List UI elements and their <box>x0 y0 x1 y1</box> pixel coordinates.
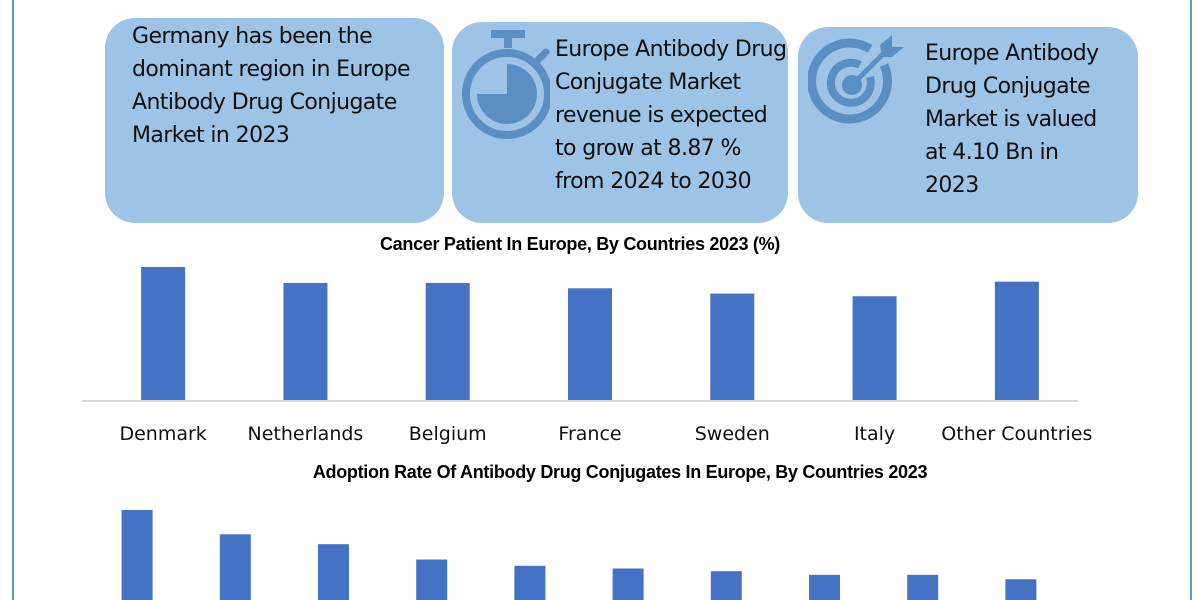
bar-adoption-1 <box>121 510 153 600</box>
bar-adoption-5 <box>514 565 546 600</box>
card-text: Europe Antibody Drug Conjugate Market re… <box>555 33 795 198</box>
bar-adoption-10 <box>1005 579 1037 600</box>
x-tick-label: Sweden <box>695 423 770 445</box>
card-line: 2023 <box>925 173 979 198</box>
bar-france <box>568 288 612 400</box>
card-text: Europe Antibody Drug Conjugate Market is… <box>925 37 1135 202</box>
x-tick-label: Other Countries <box>941 423 1092 445</box>
x-tick-label: France <box>558 423 621 445</box>
bar-netherlands <box>283 282 328 400</box>
bar-adoption-6 <box>612 568 644 600</box>
card-line: Europe Antibody Drug <box>555 37 787 62</box>
bar-denmark <box>141 267 186 400</box>
target-icon <box>808 35 904 124</box>
chart-title-cancer-patients: Cancer Patient In Europe, By Countries 2… <box>379 234 780 254</box>
bar-other-countries <box>994 281 1039 400</box>
card-line: Drug Conjugate <box>925 74 1091 99</box>
bar-belgium <box>425 282 470 400</box>
card-line: Market is valued <box>925 107 1097 132</box>
card-line: Conjugate Market <box>555 70 741 95</box>
card-line: dominant region in Europe <box>132 57 411 82</box>
card-line: Germany has been the <box>132 24 373 49</box>
card-line: Europe Antibody <box>925 41 1099 66</box>
bar-adoption-7 <box>710 571 742 600</box>
bar-adoption-2 <box>219 534 251 600</box>
info-card-market-value: Europe Antibody Drug Conjugate Market is… <box>798 27 1138 223</box>
card-line: to grow at 8.87 % <box>555 136 741 161</box>
bar-sweden <box>710 293 755 400</box>
card-text: Germany has been the dominant region in … <box>132 20 442 152</box>
bar-italy <box>852 296 897 400</box>
stopwatch-icon <box>462 30 550 139</box>
card-line: Antibody Drug Conjugate <box>132 90 397 115</box>
info-card-growth-rate: Europe Antibody Drug Conjugate Market re… <box>452 22 788 223</box>
right-border <box>1190 0 1192 600</box>
x-tick-label: Belgium <box>409 423 487 445</box>
card-line: at 4.10 Bn in <box>925 140 1059 165</box>
info-card-dominant-region: Germany has been the dominant region in … <box>105 18 444 223</box>
bar-adoption-4 <box>416 559 448 600</box>
card-line: Market in 2023 <box>132 123 290 148</box>
x-tick-label: Denmark <box>119 423 206 445</box>
x-tick-label: Italy <box>854 423 895 445</box>
bar-adoption-9 <box>907 574 939 600</box>
card-line: revenue is expected <box>555 103 768 128</box>
chart-title-adoption-rate: Adoption Rate Of Antibody Drug Conjugate… <box>312 462 928 482</box>
bar-adoption-8 <box>809 574 840 600</box>
left-border <box>12 0 14 600</box>
bar-adoption-3 <box>318 544 349 600</box>
x-tick-label: Netherlands <box>248 423 364 445</box>
card-line: from 2024 to 2030 <box>555 169 752 194</box>
